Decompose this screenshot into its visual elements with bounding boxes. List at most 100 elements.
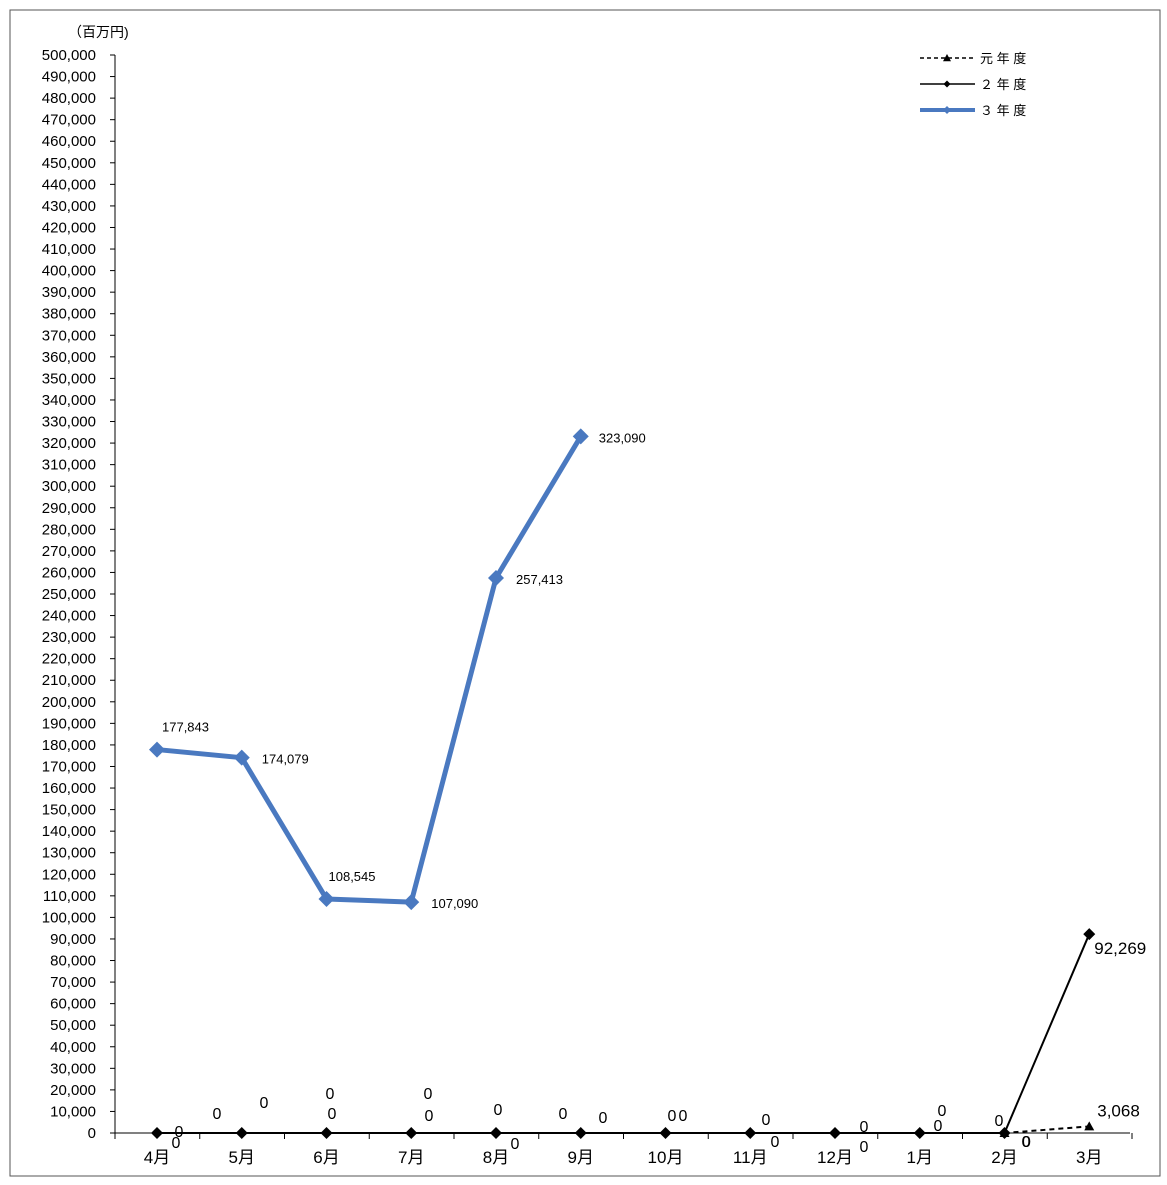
y-tick-label: 20,000 <box>50 1082 96 1099</box>
data-point <box>998 1127 1011 1139</box>
x-tick-label: 6月 <box>313 1148 339 1167</box>
y-tick-label: 470,000 <box>42 112 96 129</box>
data-label: 0 <box>424 1086 433 1103</box>
data-label: 0 <box>213 1106 222 1123</box>
data-label: 0 <box>511 1136 520 1153</box>
data-label: 0 <box>599 1110 608 1127</box>
y-tick-label: 140,000 <box>42 823 96 840</box>
y-tick-label: 430,000 <box>42 198 96 215</box>
data-label: 0 <box>425 1108 434 1125</box>
y-tick-label: 400,000 <box>42 263 96 280</box>
data-label: 174,079 <box>262 752 309 767</box>
data-point <box>320 1127 333 1139</box>
y-tick-label: 160,000 <box>42 780 96 797</box>
legend-marker <box>943 54 951 62</box>
y-tick-label: 210,000 <box>42 672 96 689</box>
data-label: 0 <box>559 1106 568 1123</box>
legend-label: 元 年 度 <box>980 51 1026 66</box>
data-point <box>151 1127 163 1139</box>
data-label: 3,068 <box>1097 1101 1140 1120</box>
series-group <box>149 428 1096 1139</box>
data-point <box>490 1127 502 1139</box>
data-label: 0 <box>679 1108 688 1125</box>
y-tick-label: 200,000 <box>42 694 96 711</box>
y-tick-label: 100,000 <box>42 909 96 926</box>
y-tick-label: 30,000 <box>50 1060 96 1077</box>
legend[interactable]: 元 年 度 ２ 年 度 ３ 年 度 <box>920 51 1026 118</box>
legend-item-2[interactable]: ２ 年 度 <box>920 77 1026 92</box>
data-label: 323,090 <box>599 430 646 445</box>
data-point <box>574 1127 587 1139</box>
series-2 <box>151 928 1096 1139</box>
data-labels: 177,843 174,079 108,545 107,090 257,413 323,0… <box>162 430 1146 1156</box>
y-tick-label: 390,000 <box>42 284 96 301</box>
data-label: 257,413 <box>516 572 563 587</box>
x-tick-label: 10月 <box>648 1148 684 1167</box>
axes <box>114 55 1130 1134</box>
y-tick-label: 490,000 <box>42 69 96 86</box>
data-label: 0 <box>934 1118 943 1135</box>
y-tick-label: 260,000 <box>42 564 96 581</box>
y-tick-label: 150,000 <box>42 802 96 819</box>
x-tick-label: 12月 <box>817 1148 853 1167</box>
y-tick-label: 480,000 <box>42 90 96 107</box>
data-point <box>1084 1121 1095 1131</box>
legend-label: ２ 年 度 <box>980 77 1026 92</box>
data-label: 92,269 <box>1094 939 1146 958</box>
series-line <box>156 435 583 905</box>
data-label: 0 <box>1022 1134 1031 1151</box>
y-tick-label: 120,000 <box>42 866 96 883</box>
x-axis-ticks: 4月 5月 6月 7月 8月 9月 10月 11月 12月 1月 2月 3月 <box>114 1133 1133 1167</box>
y-tick-label: 290,000 <box>42 500 96 517</box>
data-label: 0 <box>860 1119 869 1136</box>
data-point <box>913 1127 926 1139</box>
data-label: 107,090 <box>431 896 478 911</box>
y-tick-label: 320,000 <box>42 435 96 452</box>
y-axis-ticks: 0 10,000 20,000 30,000 40,000 50,000 60,000 70,… <box>42 47 115 1142</box>
data-label: 0 <box>938 1103 947 1120</box>
data-point <box>405 1127 418 1139</box>
data-point <box>744 1127 757 1139</box>
y-tick-label: 10,000 <box>50 1103 96 1120</box>
y-tick-label: 310,000 <box>42 457 96 474</box>
legend-item-1[interactable]: 元 年 度 <box>920 51 1026 66</box>
y-tick-label: 360,000 <box>42 349 96 366</box>
data-label: 0 <box>771 1134 780 1151</box>
data-label: 0 <box>172 1135 181 1152</box>
y-axis-unit-label: （百万円) <box>68 24 129 40</box>
x-tick-label: 1月 <box>907 1148 933 1167</box>
data-label: 0 <box>995 1113 1004 1130</box>
y-tick-label: 0 <box>88 1125 96 1142</box>
y-tick-label: 180,000 <box>42 737 96 754</box>
legend-label: ３ 年 度 <box>980 103 1026 118</box>
data-point <box>1083 928 1096 941</box>
data-point <box>829 1127 841 1139</box>
data-label: 0 <box>762 1112 771 1129</box>
x-tick-label: 4月 <box>144 1148 170 1167</box>
chart-frame <box>9 9 1161 1177</box>
x-tick-label: 7月 <box>398 1148 424 1167</box>
x-tick-label: 9月 <box>568 1148 594 1167</box>
legend-marker <box>943 106 951 114</box>
series-3 <box>149 428 589 911</box>
y-tick-label: 60,000 <box>50 996 96 1013</box>
y-tick-label: 190,000 <box>42 715 96 732</box>
y-tick-label: 420,000 <box>42 219 96 236</box>
data-point <box>572 428 589 445</box>
y-tick-label: 230,000 <box>42 629 96 646</box>
y-tick-label: 170,000 <box>42 758 96 775</box>
y-tick-label: 80,000 <box>50 953 96 970</box>
data-point <box>403 894 420 911</box>
legend-item-3[interactable]: ３ 年 度 <box>920 103 1026 118</box>
data-label: 0 <box>860 1139 869 1156</box>
y-tick-label: 440,000 <box>42 176 96 193</box>
data-label: 0 <box>326 1086 335 1103</box>
x-tick-label: 3月 <box>1076 1148 1102 1167</box>
y-tick-label: 410,000 <box>42 241 96 258</box>
y-tick-label: 270,000 <box>42 543 96 560</box>
y-tick-label: 380,000 <box>42 306 96 323</box>
y-tick-label: 90,000 <box>50 931 96 948</box>
y-tick-label: 70,000 <box>50 974 96 991</box>
x-tick-label: 2月 <box>991 1148 1017 1167</box>
